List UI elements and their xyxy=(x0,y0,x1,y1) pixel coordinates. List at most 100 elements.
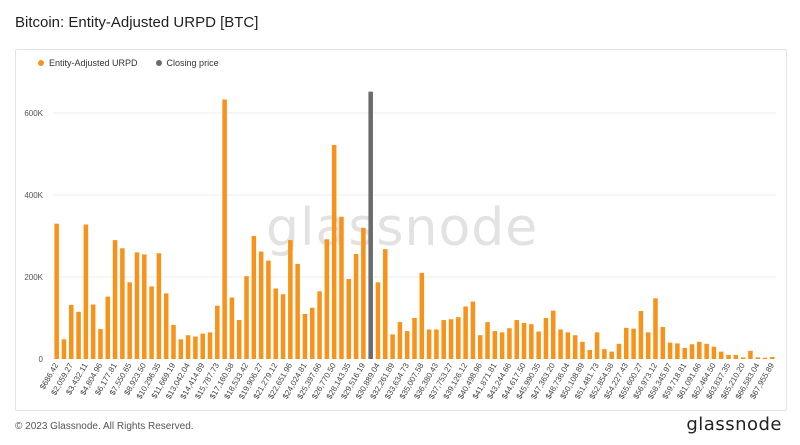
urpd-bar xyxy=(134,252,140,359)
urpd-bar xyxy=(185,335,191,359)
urpd-bar xyxy=(470,301,476,359)
urpd-bar xyxy=(587,349,593,359)
y-tick-label: 0 xyxy=(39,355,44,364)
urpd-bar xyxy=(375,282,381,359)
urpd-bar xyxy=(748,350,753,359)
urpd-bar xyxy=(280,294,286,359)
copyright-text: © 2023 Glassnode. All Rights Reserved. xyxy=(15,421,194,432)
urpd-bar xyxy=(704,343,709,359)
urpd-bar xyxy=(156,253,162,359)
urpd-bar xyxy=(207,332,213,359)
urpd-bar xyxy=(229,297,235,359)
urpd-bar xyxy=(653,298,658,359)
urpd-bar xyxy=(163,293,169,359)
urpd-bar xyxy=(54,223,59,359)
urpd-bar xyxy=(536,331,541,359)
urpd-bar xyxy=(361,227,366,359)
urpd-bar xyxy=(142,254,147,359)
urpd-bar xyxy=(660,327,666,359)
chart-panel: Entity-Adjusted URPD Closing price glass… xyxy=(15,49,787,411)
urpd-bar xyxy=(733,354,739,359)
urpd-bar xyxy=(127,282,132,359)
urpd-bar xyxy=(492,331,498,359)
urpd-bar xyxy=(339,216,344,359)
y-tick-label: 200K xyxy=(24,273,43,282)
urpd-bar xyxy=(762,357,768,359)
legend-label-urpd: Entity-Adjusted URPD xyxy=(49,58,138,68)
y-tick-label: 600K xyxy=(24,109,43,118)
urpd-bar xyxy=(200,333,205,359)
urpd-bar xyxy=(273,288,279,359)
legend-dot-icon xyxy=(38,60,44,66)
urpd-bar xyxy=(390,334,395,359)
glassnode-logo: glassnode xyxy=(686,414,782,435)
urpd-bar xyxy=(448,319,454,359)
urpd-bar xyxy=(302,313,308,359)
urpd-bar xyxy=(317,291,322,359)
urpd-bar xyxy=(331,144,337,359)
legend-dot-icon xyxy=(155,60,162,66)
urpd-bar xyxy=(718,351,724,359)
chart-title: Bitcoin: Entity-Adjusted URPD [BTC] xyxy=(15,14,259,31)
urpd-bar xyxy=(295,263,300,359)
urpd-bar xyxy=(215,305,220,359)
closing-price-bar xyxy=(368,91,373,360)
urpd-bar xyxy=(521,322,527,359)
urpd-bar xyxy=(434,329,439,359)
urpd-bar xyxy=(645,332,651,359)
urpd-bar xyxy=(120,248,125,359)
urpd-bar xyxy=(689,344,695,359)
urpd-bar xyxy=(499,332,505,359)
urpd-bar xyxy=(309,307,315,359)
legend-item-urpd[interactable]: Entity-Adjusted URPD xyxy=(38,58,138,68)
urpd-bar xyxy=(404,331,410,359)
urpd-bar xyxy=(529,324,534,359)
urpd-bar xyxy=(594,332,600,359)
urpd-bar xyxy=(288,240,293,359)
urpd-bar xyxy=(222,99,227,359)
urpd-bar xyxy=(572,335,578,359)
legend-label-closing-price: Closing price xyxy=(166,58,219,68)
urpd-bar xyxy=(697,341,702,359)
urpd-bar xyxy=(397,322,403,359)
urpd-bar xyxy=(514,320,520,359)
urpd-bar xyxy=(193,336,198,359)
urpd-bar xyxy=(68,304,74,359)
urpd-bar xyxy=(426,329,432,359)
urpd-bar xyxy=(383,249,388,359)
urpd-bar xyxy=(463,306,468,359)
urpd-bar xyxy=(755,357,761,359)
urpd-bar xyxy=(419,272,425,359)
urpd-bar xyxy=(740,357,746,359)
urpd-bar xyxy=(711,346,717,359)
urpd-bar xyxy=(624,327,629,359)
urpd-bar xyxy=(726,354,731,359)
urpd-bar xyxy=(324,239,330,359)
urpd-bar xyxy=(258,251,264,359)
urpd-bar xyxy=(507,328,512,359)
urpd-bar xyxy=(76,311,81,359)
urpd-bar xyxy=(602,349,607,359)
urpd-bar xyxy=(266,260,271,359)
urpd-bar xyxy=(90,304,96,359)
urpd-bar xyxy=(543,318,549,359)
legend-item-closing-price[interactable]: Closing price xyxy=(155,58,219,68)
urpd-bar xyxy=(550,310,556,359)
urpd-bar xyxy=(675,343,680,359)
urpd-bar xyxy=(667,342,673,359)
urpd-bar xyxy=(105,296,111,359)
urpd-bar xyxy=(83,224,89,359)
urpd-bar xyxy=(477,335,483,359)
urpd-bar xyxy=(178,339,184,359)
urpd-bar xyxy=(251,236,257,359)
bar-chart: 0200K400K600K$686.42$2,059.27$3,432.11$4… xyxy=(24,91,776,401)
urpd-bar xyxy=(98,329,103,359)
urpd-bar xyxy=(770,356,775,359)
urpd-bar xyxy=(61,339,67,359)
legend: Entity-Adjusted URPD Closing price xyxy=(38,58,219,68)
urpd-bar xyxy=(609,351,614,359)
urpd-bar xyxy=(580,341,585,359)
urpd-bar xyxy=(638,311,644,359)
urpd-bar xyxy=(412,318,417,359)
urpd-bar xyxy=(441,320,446,359)
